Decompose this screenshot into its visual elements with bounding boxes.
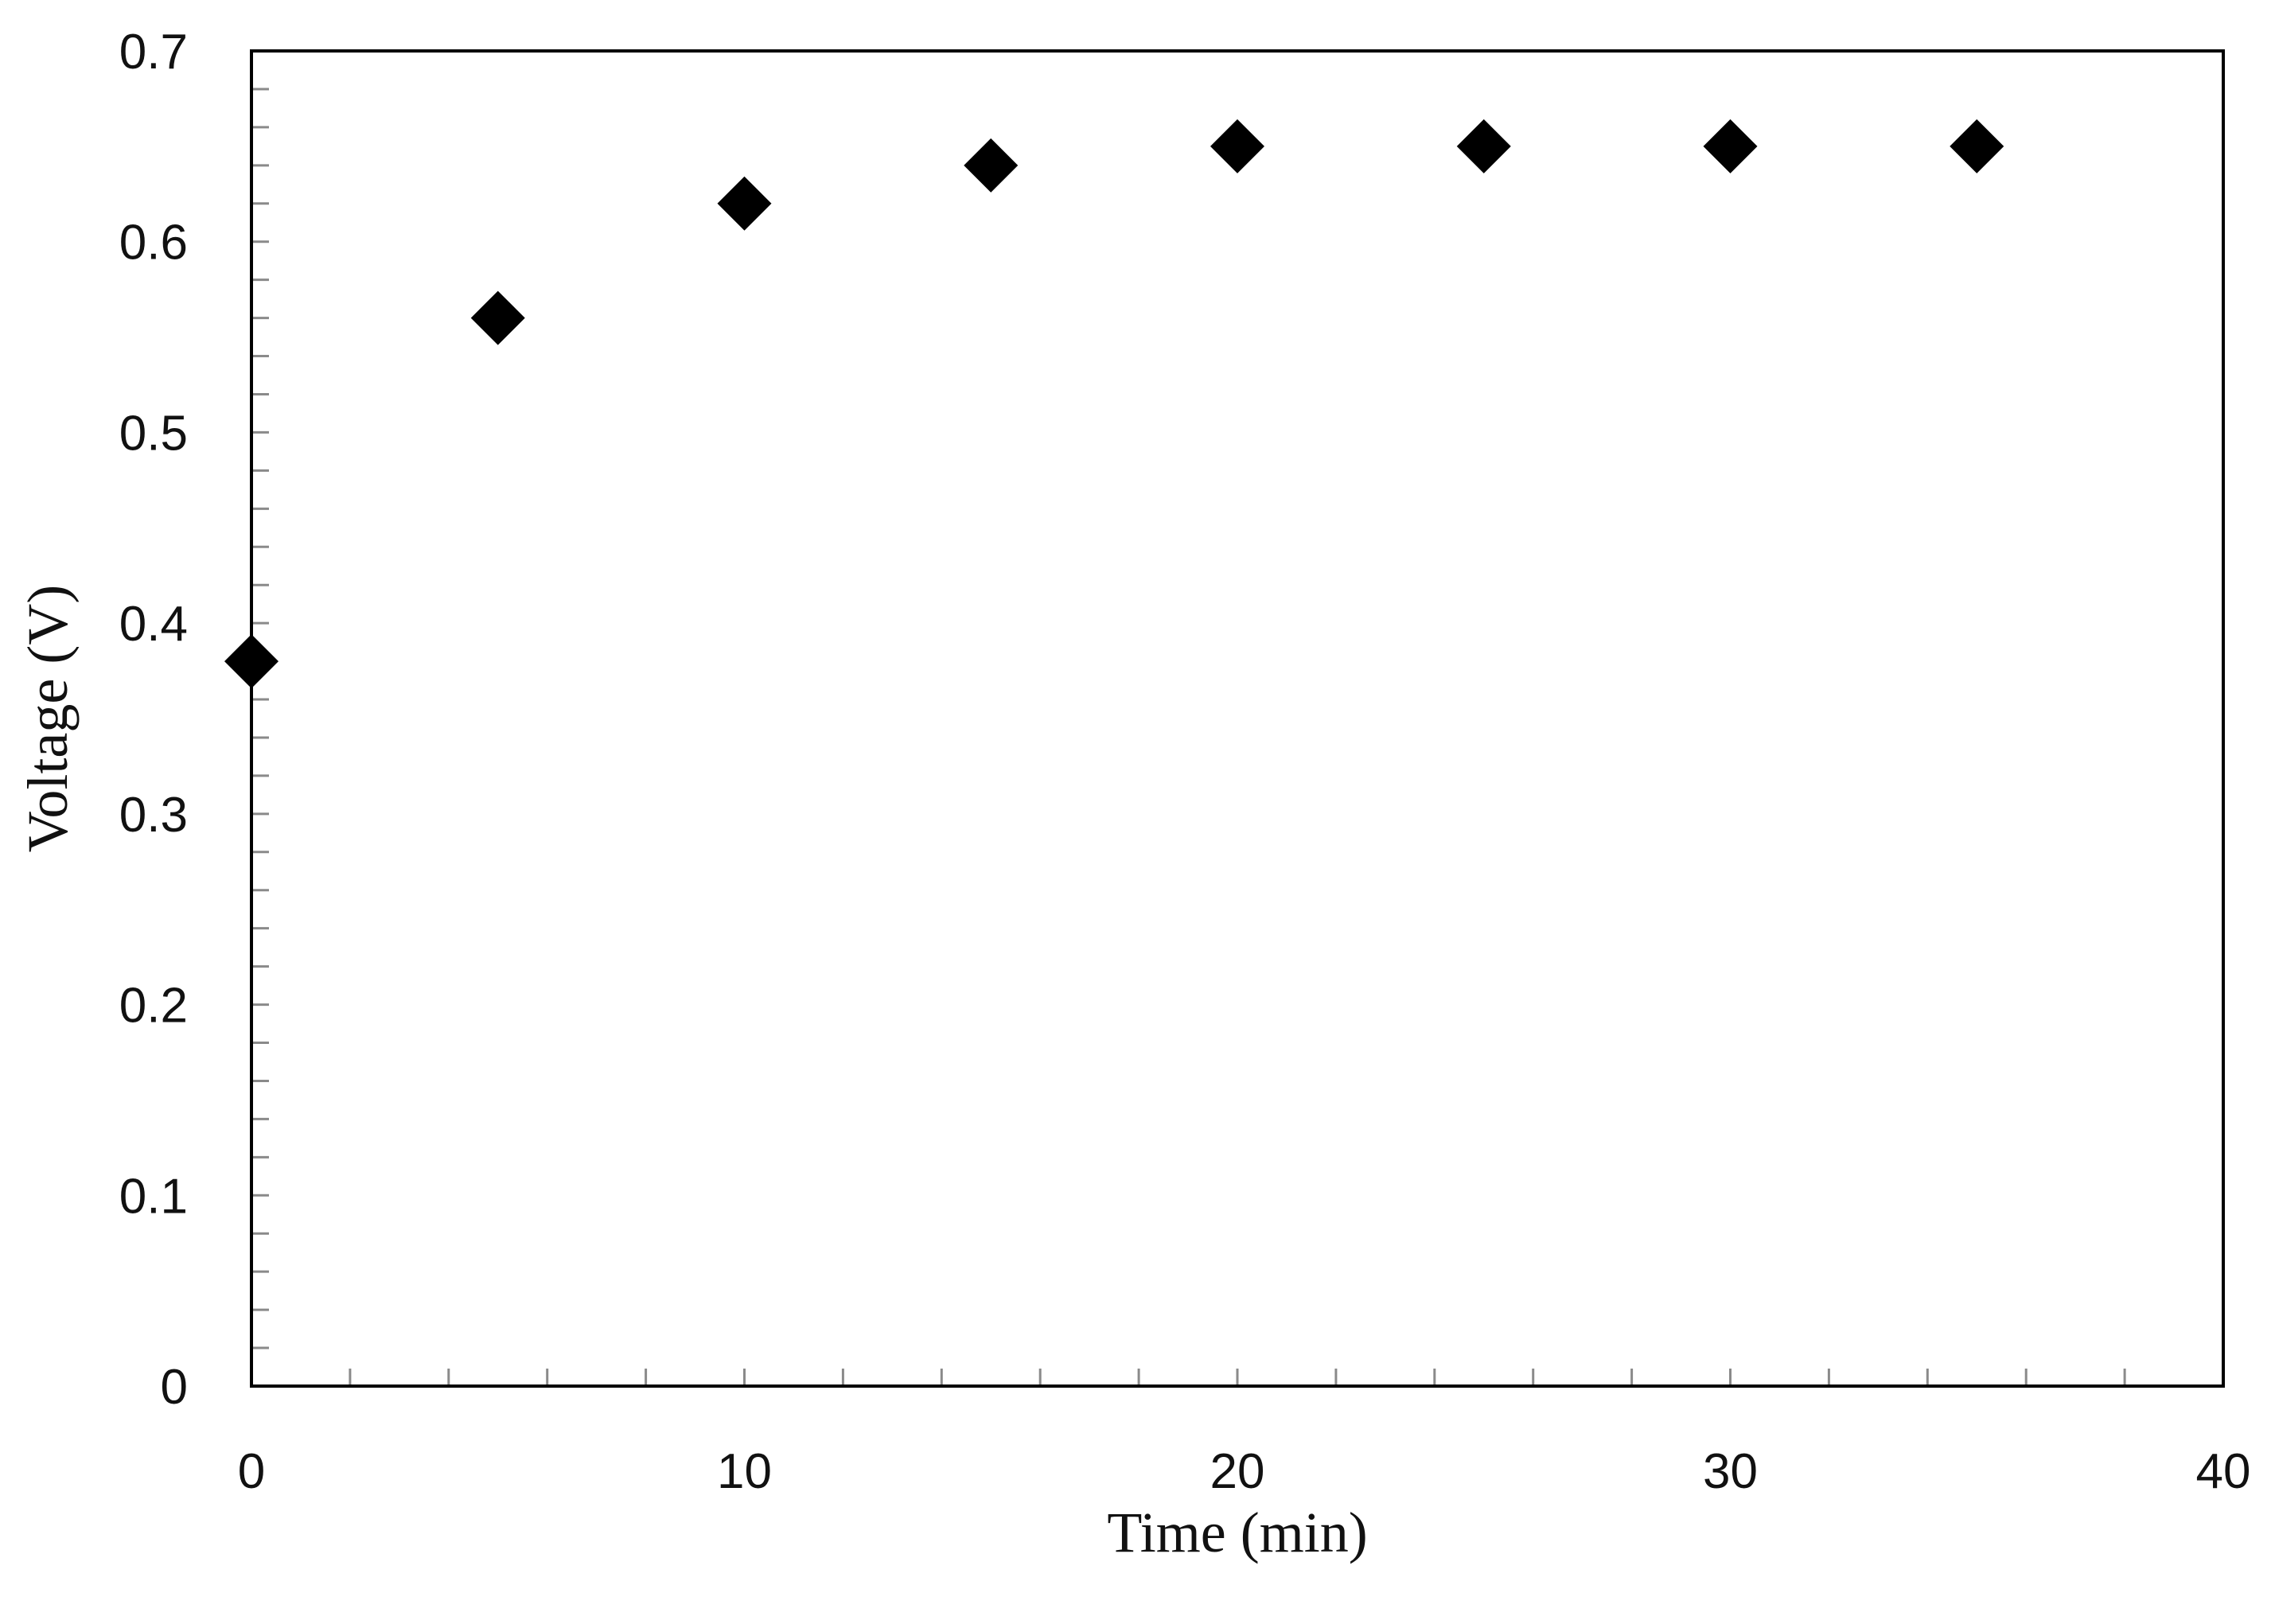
x-tick-label: 20 xyxy=(1210,1444,1265,1499)
plot-area-frame xyxy=(250,49,2225,1388)
x-axis-tick-labels: 0 10 20 30 40 xyxy=(238,1444,2251,1499)
minor-ticks xyxy=(251,88,2126,1386)
x-tick-label: 30 xyxy=(1703,1444,1758,1499)
data-point xyxy=(470,290,525,345)
x-tick-label: 0 xyxy=(238,1444,265,1499)
data-point xyxy=(1456,119,1511,173)
y-tick-label: 0.2 xyxy=(119,979,188,1034)
x-tick-label: 10 xyxy=(717,1444,772,1499)
data-points xyxy=(224,119,2004,689)
data-point xyxy=(717,176,772,231)
y-axis-tick-labels: 0 0.1 0.2 0.3 0.4 0.5 0.6 0.7 xyxy=(119,25,188,1415)
x-tick-label: 40 xyxy=(2196,1444,2251,1499)
data-point xyxy=(1210,119,1264,173)
data-point xyxy=(1950,119,2004,173)
y-tick-label: 0.5 xyxy=(119,406,188,461)
data-point xyxy=(224,634,279,689)
y-tick-label: 0.3 xyxy=(119,788,188,843)
y-tick-label: 0.4 xyxy=(119,597,188,652)
data-point xyxy=(1703,119,1758,173)
y-tick-label: 0.1 xyxy=(119,1169,188,1224)
data-point xyxy=(964,138,1019,193)
y-axis-title: Voltage (V) xyxy=(16,585,80,853)
y-tick-label: 0.7 xyxy=(119,25,188,80)
y-tick-label: 0.6 xyxy=(119,216,188,271)
y-tick-label: 0 xyxy=(161,1360,188,1415)
x-axis-title: Time (min) xyxy=(1107,1501,1367,1564)
